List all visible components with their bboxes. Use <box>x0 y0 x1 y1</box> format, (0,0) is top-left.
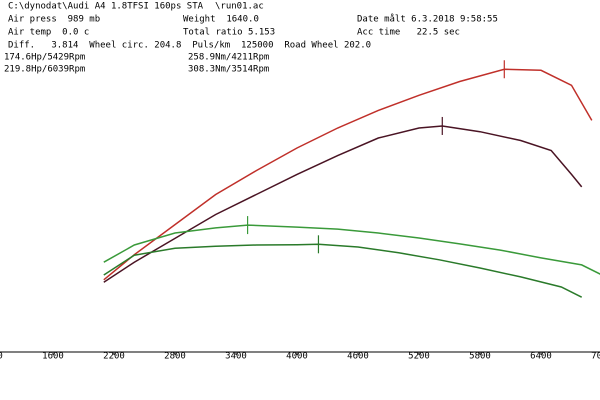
air-temp: Air temp 0.0 c <box>8 28 89 38</box>
x-tick-label: 3400 <box>225 352 247 362</box>
x-tick-label: 2200 <box>103 352 125 362</box>
legend-entry: 174.6Hp/5429Rpm <box>4 53 85 63</box>
x-tick-label: 6400 <box>530 352 552 362</box>
x-tick-label: 2800 <box>164 352 186 362</box>
legend-entry: 258.9Nm/4211Rpm <box>188 53 269 63</box>
x-tick-label: 4600 <box>347 352 369 362</box>
x-tick-label: 7000 <box>591 352 600 362</box>
weight: Weight 1640.0 <box>183 15 259 25</box>
curve <box>103 68 593 281</box>
air-press: Air press 989 mb <box>8 15 100 25</box>
x-tick-label: 5800 <box>469 352 491 362</box>
x-tick-label: 5200 <box>408 352 430 362</box>
curve <box>103 125 583 283</box>
x-tick-label: 1000 <box>0 352 3 362</box>
curve <box>103 243 583 298</box>
run-file: \run01.ac <box>215 2 264 12</box>
date: Date målt 6.3.2018 9:58:55 <box>357 14 498 25</box>
x-tick-label: 4000 <box>286 352 308 362</box>
acc-time: Acc time 22.5 sec <box>357 28 460 38</box>
legend-entry: 219.8Hp/6039Rpm <box>4 65 85 75</box>
curve <box>103 224 600 275</box>
diff: Diff. 3.814 Wheel circ. 204.8 Puls/km 12… <box>8 41 371 51</box>
x-tick-label: 1600 <box>42 352 64 362</box>
file-path: C:\dynodat\Audi A4 1.8TFSI 160ps STA <box>8 2 204 12</box>
total-ratio: Total ratio 5.153 <box>183 28 275 38</box>
legend-entry: 308.3Nm/3514Rpm <box>188 65 269 75</box>
